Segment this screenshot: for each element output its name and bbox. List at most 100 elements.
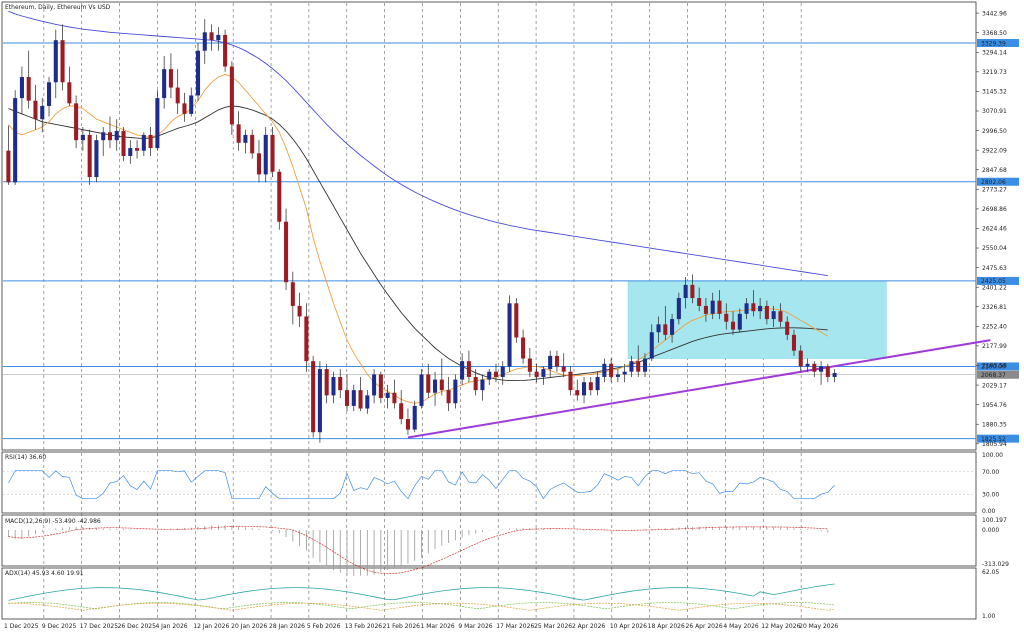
macd-panel-frame <box>1 514 977 567</box>
candle-bear <box>636 361 641 372</box>
candle-bull <box>649 332 654 359</box>
candle-bear <box>74 103 79 141</box>
price-level-label: 2802.06 <box>981 179 1006 186</box>
y-tick-label: 2847.68 <box>982 167 1007 174</box>
x-tick-label: 1 Mar 2026 <box>421 623 455 630</box>
candle-bear <box>730 321 736 330</box>
candle-bear <box>284 221 289 283</box>
y-tick-label: 2326.81 <box>982 304 1007 311</box>
candle-bull <box>202 32 207 51</box>
candle-bull <box>500 366 505 377</box>
candle-bear <box>690 284 695 299</box>
candle-bull <box>805 363 810 367</box>
candle-bull <box>656 324 661 333</box>
candle-bull <box>642 358 648 372</box>
candle-bear <box>697 298 702 306</box>
price-level-tag <box>977 276 1019 285</box>
candle-bull <box>155 98 160 149</box>
adx-tick-label: 1.00 <box>982 613 996 620</box>
candle-bear <box>663 324 668 335</box>
candle-bear <box>229 66 234 125</box>
y-tick-label: 3219.73 <box>982 69 1007 76</box>
candle-bear <box>751 303 756 312</box>
candle-bull <box>243 134 248 143</box>
price-level-tag <box>977 434 1019 443</box>
macd-tick-label: 100.197 <box>982 517 1007 524</box>
adx-line <box>8 583 835 601</box>
x-tick-label: 20 Jan 2026 <box>231 623 267 630</box>
candle-bull <box>507 303 512 367</box>
y-tick-label: 2624.46 <box>982 226 1007 233</box>
candle-bear <box>609 363 614 377</box>
candle-bull <box>433 379 438 393</box>
candle-bear <box>148 134 153 149</box>
candle-bear <box>378 374 383 399</box>
candle-bull <box>615 374 620 377</box>
candle-bear <box>256 153 261 175</box>
candle-bear <box>527 358 532 372</box>
candle-bull <box>629 361 634 372</box>
x-tick-label: 5 Feb 2026 <box>307 623 341 630</box>
y-tick-label: 1880.35 <box>982 421 1007 428</box>
x-tick-label: 26 Dec 2025 <box>118 623 157 630</box>
candle-bull <box>317 369 322 433</box>
x-tick-label: 26 Apr 2026 <box>686 623 723 630</box>
candle-bull <box>582 382 587 396</box>
price-level-tag <box>977 177 1019 186</box>
candle-bull <box>460 361 465 380</box>
y-tick-label: 1954.76 <box>982 402 1007 409</box>
candle-bear <box>236 124 241 143</box>
consolidation-box <box>627 280 887 359</box>
candle-bear <box>311 361 316 433</box>
candle-bull <box>216 34 221 41</box>
candle-bull <box>710 300 715 314</box>
rsi-tick-label: 100.00 <box>982 452 1003 459</box>
y-tick-label: 2550.04 <box>982 245 1007 252</box>
y-tick-label: 2401.22 <box>982 284 1007 291</box>
candle-bear <box>344 390 350 406</box>
candle-bull <box>541 369 546 377</box>
y-tick-label: 2698.86 <box>982 206 1007 213</box>
candle-bull <box>162 69 167 99</box>
price-level-label: 1825.52 <box>981 436 1006 443</box>
price-level-label: 2100.00 <box>981 364 1006 371</box>
candle-bull <box>744 303 749 314</box>
candle-bull <box>46 82 52 106</box>
candle-bear <box>426 374 431 393</box>
candle-bear <box>304 316 309 362</box>
x-tick-label: 9 Dec 2025 <box>42 623 77 630</box>
rsi-title: RSI(14) 36.60 <box>5 454 46 461</box>
candle-bull <box>676 298 681 320</box>
candle-bull <box>412 405 417 430</box>
candle-bull <box>622 371 627 375</box>
candle-bear <box>60 40 65 83</box>
macd-tick-label: -313.029 <box>982 561 1009 568</box>
x-tick-label: 12 May 2026 <box>761 623 800 630</box>
price-level-tag <box>977 362 1019 371</box>
y-tick-label: 3294.14 <box>982 49 1007 56</box>
candle-bear <box>778 311 783 322</box>
di-minus-line <box>8 602 835 611</box>
macd-title: MACD(12,26,9) -53.490 -42.986 <box>5 518 101 525</box>
y-tick-label: 3442.96 <box>982 10 1007 17</box>
candle-bull <box>419 374 424 406</box>
candle-bear <box>399 403 404 420</box>
candle-bear <box>473 376 478 391</box>
macd-signal-line <box>8 525 828 575</box>
candle-bear <box>67 82 72 104</box>
y-tick-label: 2475.63 <box>982 265 1007 272</box>
x-tick-label: 25 Mar 2026 <box>534 623 572 630</box>
candle-bear <box>107 132 113 141</box>
price-level-tag <box>977 38 1019 47</box>
candle-bull <box>53 40 58 83</box>
candle-bull <box>385 392 390 399</box>
x-tick-label: 21 Feb 2026 <box>383 623 421 630</box>
candle-bull <box>771 311 776 320</box>
candle-bull <box>683 284 688 299</box>
candle-bear <box>588 382 593 391</box>
candle-bear <box>554 355 559 367</box>
candle-bull <box>832 373 837 377</box>
x-tick-label: 28 Jan 2026 <box>269 623 305 630</box>
candle-bear <box>785 321 790 335</box>
